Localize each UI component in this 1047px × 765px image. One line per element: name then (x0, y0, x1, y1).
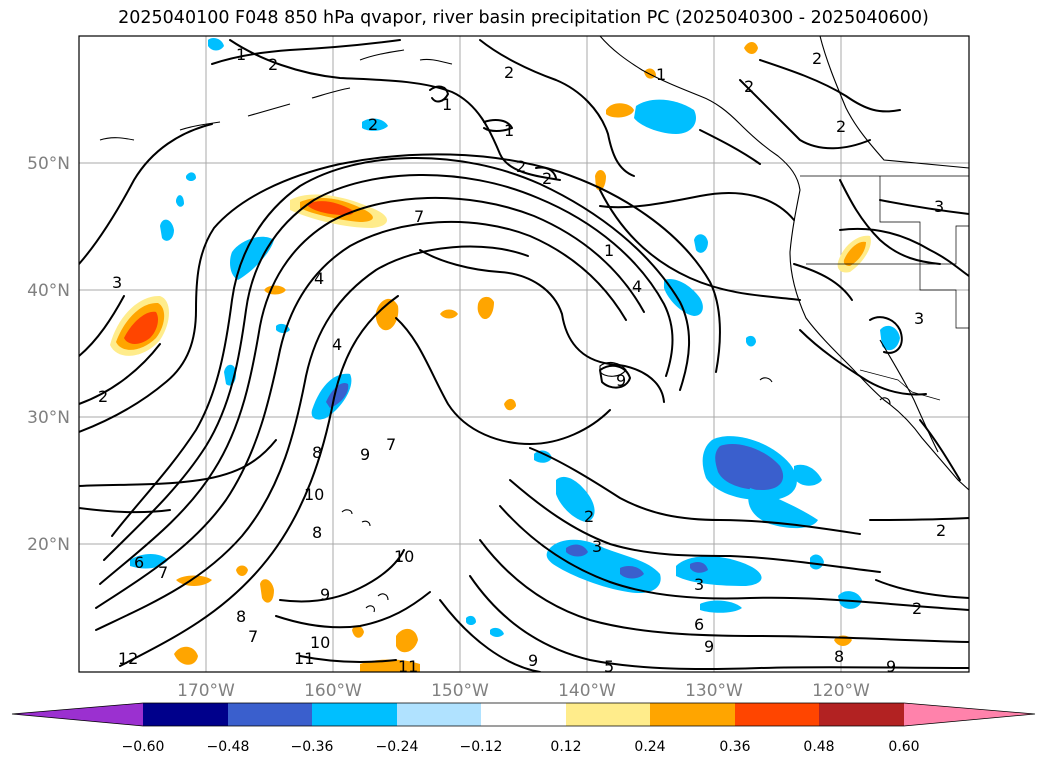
lon-label: 130°W (685, 681, 743, 701)
svg-text:2: 2 (744, 77, 754, 96)
colorbar-tick-labels: −0.60 −0.48 −0.36 −0.24 −0.12 0.12 0.24 … (122, 739, 920, 755)
colorbar-bin (481, 703, 566, 726)
svg-text:2: 2 (912, 599, 922, 618)
svg-text:10: 10 (304, 485, 324, 504)
colorbar-extend-low (12, 703, 143, 726)
svg-text:11: 11 (398, 657, 418, 676)
svg-text:2: 2 (584, 507, 594, 526)
colorbar-bin (566, 703, 650, 726)
lat-label: 30°N (27, 408, 70, 428)
svg-text:3: 3 (112, 273, 122, 292)
svg-text:1: 1 (236, 45, 246, 64)
lat-label: 50°N (27, 154, 70, 174)
svg-text:10: 10 (394, 547, 414, 566)
svg-text:3: 3 (914, 309, 924, 328)
contour-labels: 1 2 2 1 2 1 1 2 2 2 7 3 4 4 2 1 4 9 8 9 … (98, 45, 946, 676)
lon-label: 140°W (558, 681, 616, 701)
lat-label: 20°N (27, 535, 70, 555)
svg-text:1: 1 (442, 95, 452, 114)
colorbar-bin (228, 703, 312, 726)
svg-text:1: 1 (504, 121, 514, 140)
svg-text:4: 4 (632, 277, 642, 296)
lon-label: 170°W (177, 681, 235, 701)
figure-title: 2025040100 F048 850 hPa qvapor, river ba… (118, 8, 929, 28)
svg-text:8: 8 (312, 523, 322, 542)
svg-text:7: 7 (248, 627, 258, 646)
colorbar-bin (312, 703, 397, 726)
svg-text:1: 1 (604, 241, 614, 260)
political-borders (800, 175, 969, 401)
svg-text:3: 3 (934, 197, 944, 216)
svg-text:4: 4 (314, 269, 324, 288)
svg-text:9: 9 (616, 371, 626, 390)
colorbar-extend-high (904, 703, 1035, 726)
svg-text:2: 2 (98, 387, 108, 406)
colorbar-tick: −0.36 (291, 739, 334, 755)
svg-text:7: 7 (158, 563, 168, 582)
svg-text:2: 2 (542, 169, 552, 188)
lon-label: 120°W (812, 681, 870, 701)
lon-label: 160°W (304, 681, 362, 701)
svg-text:12: 12 (118, 649, 138, 668)
colorbar-bin (143, 703, 228, 726)
svg-text:2: 2 (812, 49, 822, 68)
svg-text:9: 9 (320, 585, 330, 604)
svg-text:9: 9 (704, 637, 714, 656)
svg-text:2: 2 (936, 521, 946, 540)
colorbar-bin (397, 703, 481, 726)
svg-text:1: 1 (656, 65, 666, 84)
colorbar-tick: 0.36 (719, 739, 750, 755)
svg-text:9: 9 (360, 445, 370, 464)
coastlines (99, 36, 969, 613)
svg-text:11: 11 (294, 649, 314, 668)
svg-text:4: 4 (332, 335, 342, 354)
qvapor-contours (79, 39, 969, 672)
svg-text:9: 9 (528, 651, 538, 670)
svg-text:3: 3 (694, 575, 704, 594)
colorbar-tick: −0.24 (376, 739, 419, 755)
map-frame (78, 35, 970, 673)
svg-text:2: 2 (516, 157, 526, 176)
svg-text:7: 7 (386, 435, 396, 454)
svg-text:5: 5 (604, 657, 614, 676)
latitude-labels: 50°N 40°N 30°N 20°N (27, 154, 70, 555)
svg-text:2: 2 (836, 117, 846, 136)
lon-label: 150°W (431, 681, 489, 701)
svg-text:6: 6 (134, 553, 144, 572)
longitude-labels: 170°W 160°W 150°W 140°W 130°W 120°W (177, 681, 870, 701)
colorbar-bin (735, 703, 819, 726)
colorbar-bin (650, 703, 735, 726)
svg-text:2: 2 (268, 55, 278, 74)
colorbar-tick: 0.12 (550, 739, 581, 755)
svg-text:6: 6 (694, 615, 704, 634)
colorbar-tick: −0.12 (460, 739, 503, 755)
svg-text:8: 8 (236, 607, 246, 626)
colorbar: −0.60 −0.48 −0.36 −0.24 −0.12 0.12 0.24 … (11, 702, 1036, 755)
colorbar-tick: 0.60 (888, 739, 919, 755)
colorbar-tick: −0.60 (122, 739, 165, 755)
colorbar-bin (819, 703, 904, 726)
precip-shading (110, 38, 900, 672)
svg-text:2: 2 (504, 63, 514, 82)
svg-text:10: 10 (310, 633, 330, 652)
colorbar-tick: 0.48 (803, 739, 834, 755)
svg-text:3: 3 (592, 537, 602, 556)
svg-text:7: 7 (414, 207, 424, 226)
svg-text:2: 2 (368, 115, 378, 134)
svg-text:9: 9 (886, 657, 896, 676)
colorbar-tick: −0.48 (207, 739, 250, 755)
svg-text:8: 8 (312, 443, 322, 462)
svg-text:8: 8 (834, 647, 844, 666)
colorbar-tick: 0.24 (634, 739, 665, 755)
lat-label: 40°N (27, 281, 70, 301)
